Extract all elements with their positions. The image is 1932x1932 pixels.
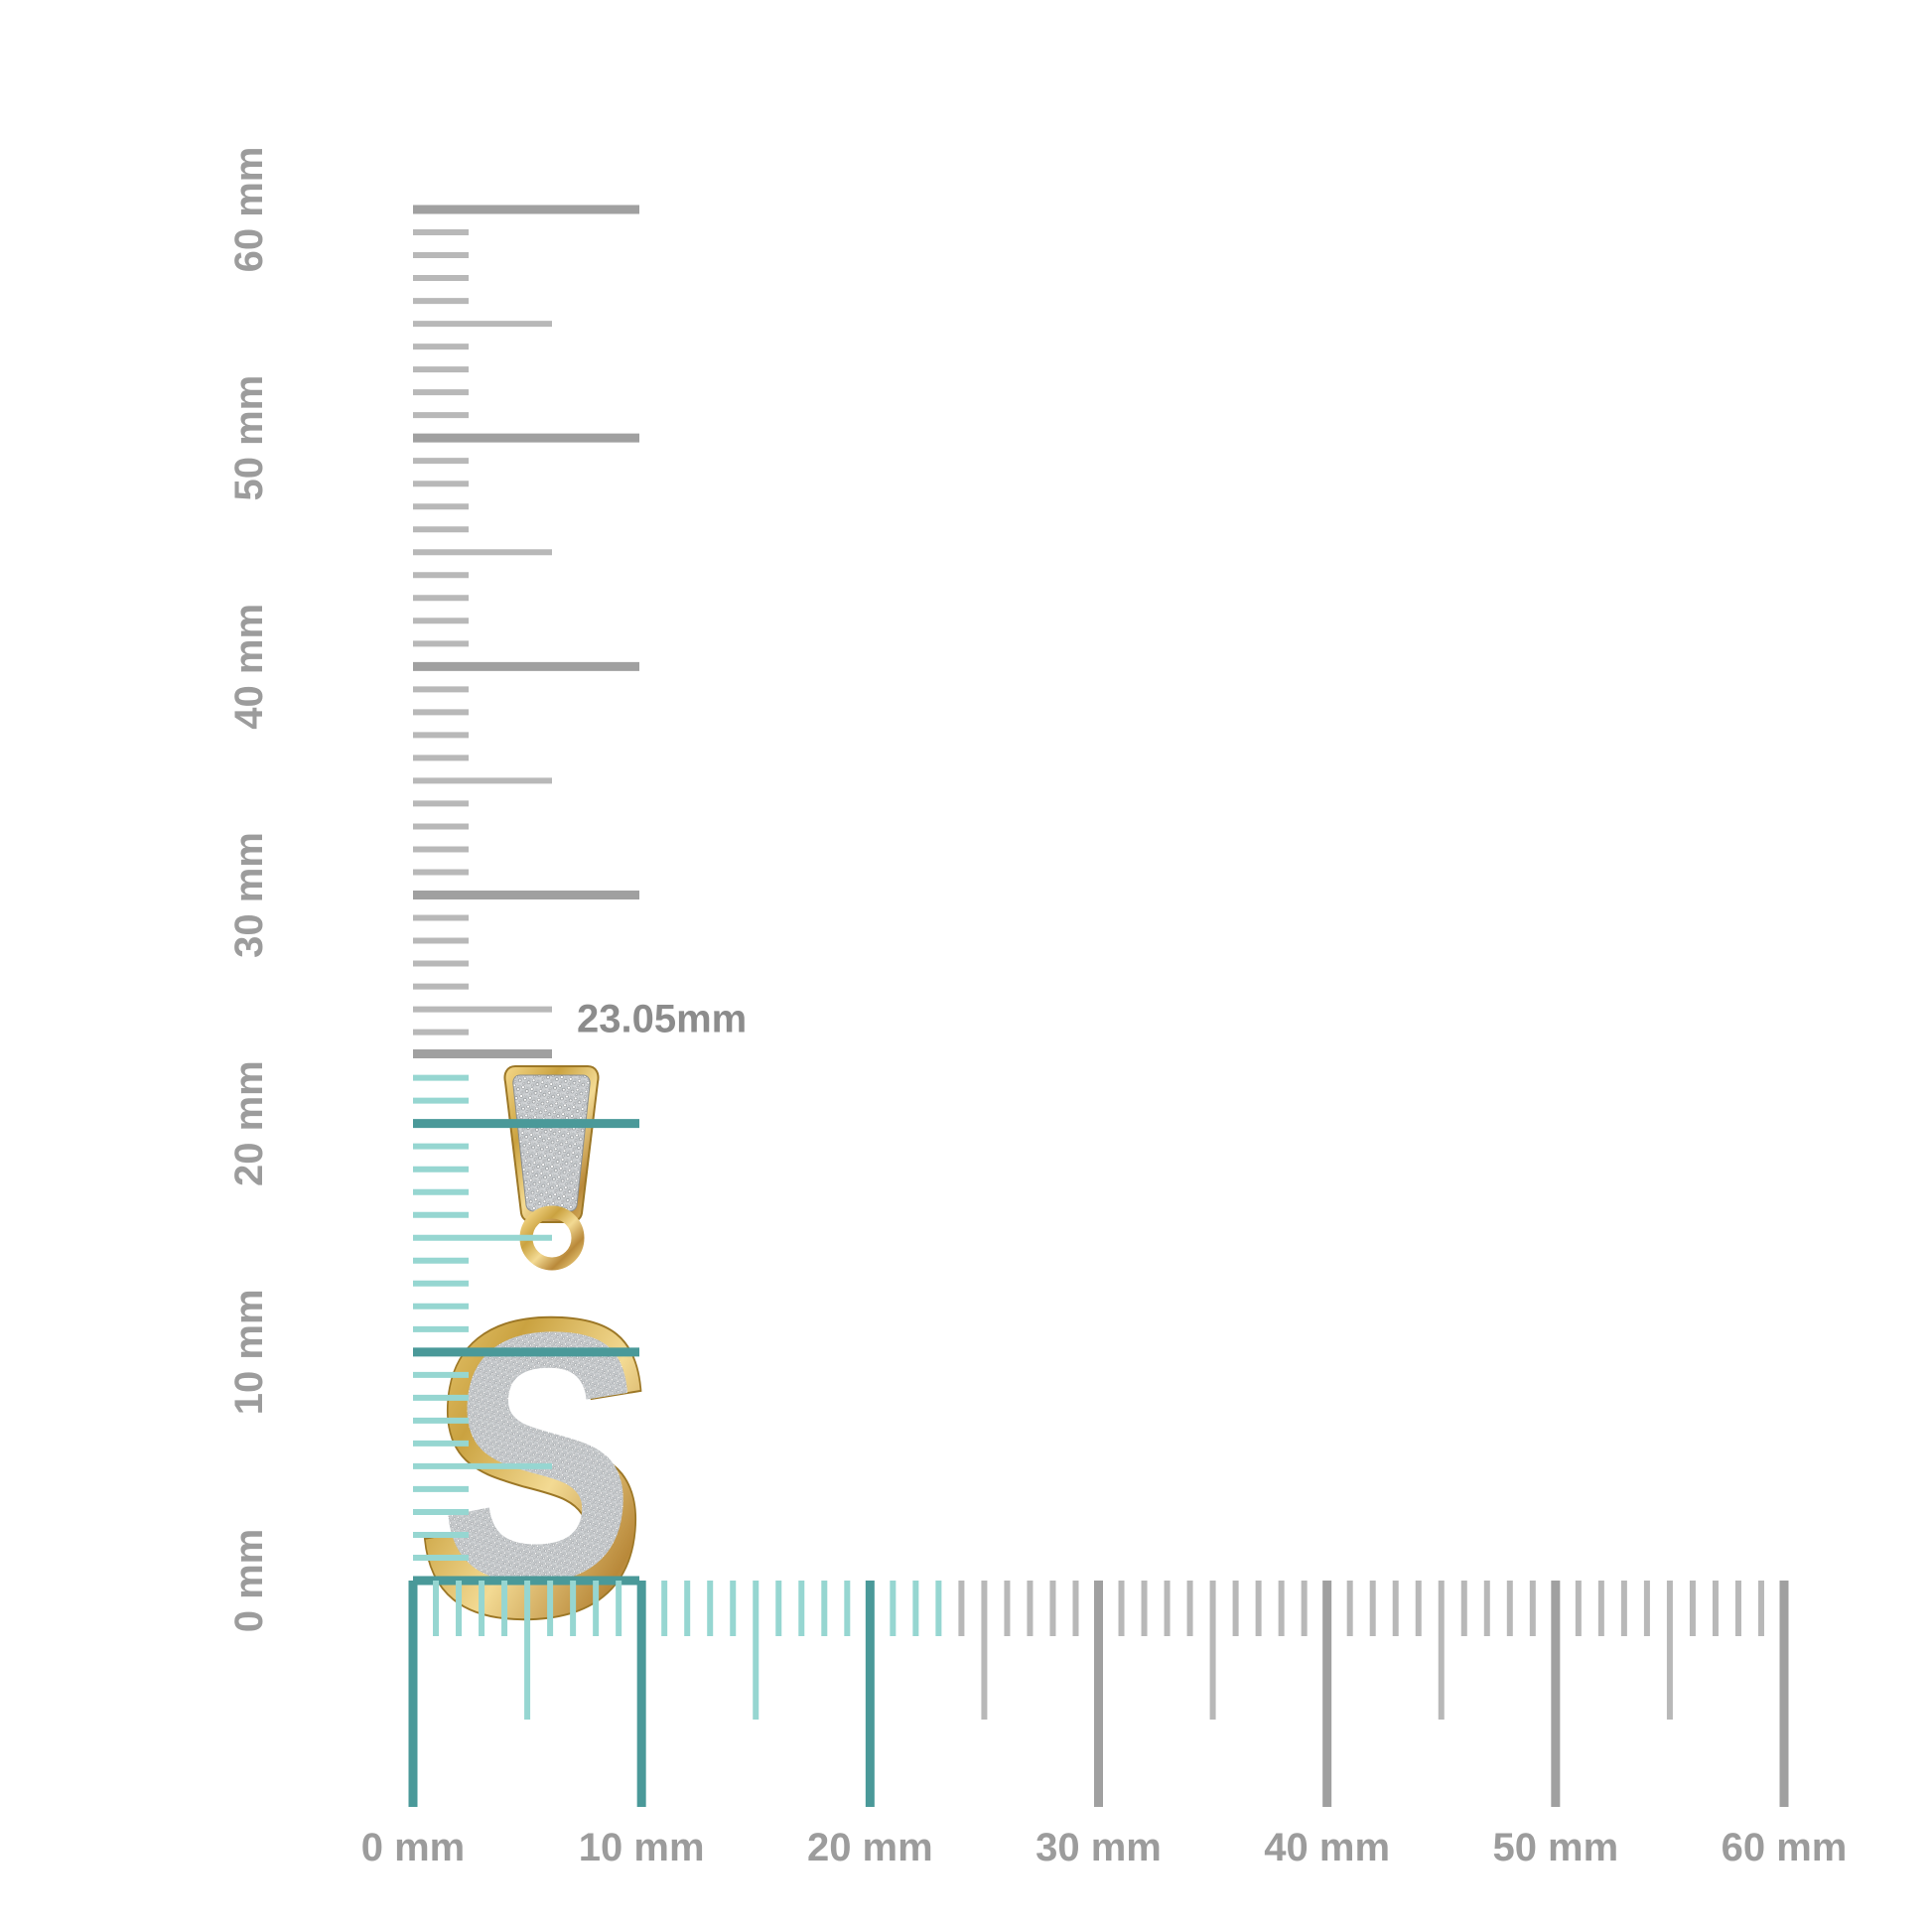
svg-text:23.05mm: 23.05mm bbox=[577, 997, 747, 1040]
svg-text:60 mm: 60 mm bbox=[227, 147, 271, 273]
svg-text:0 mm: 0 mm bbox=[227, 1529, 271, 1633]
svg-text:40 mm: 40 mm bbox=[1264, 1826, 1390, 1869]
svg-text:30 mm: 30 mm bbox=[227, 832, 271, 958]
svg-text:20 mm: 20 mm bbox=[227, 1060, 271, 1186]
svg-text:30 mm: 30 mm bbox=[1035, 1826, 1162, 1869]
svg-text:0 mm: 0 mm bbox=[361, 1826, 466, 1869]
svg-text:50 mm: 50 mm bbox=[227, 375, 271, 501]
svg-text:10 mm: 10 mm bbox=[579, 1826, 705, 1869]
svg-text:20 mm: 20 mm bbox=[807, 1826, 933, 1869]
svg-text:50 mm: 50 mm bbox=[1492, 1826, 1618, 1869]
svg-text:10 mm: 10 mm bbox=[227, 1289, 271, 1415]
svg-text:60 mm: 60 mm bbox=[1722, 1826, 1848, 1869]
svg-text:40 mm: 40 mm bbox=[227, 604, 271, 730]
